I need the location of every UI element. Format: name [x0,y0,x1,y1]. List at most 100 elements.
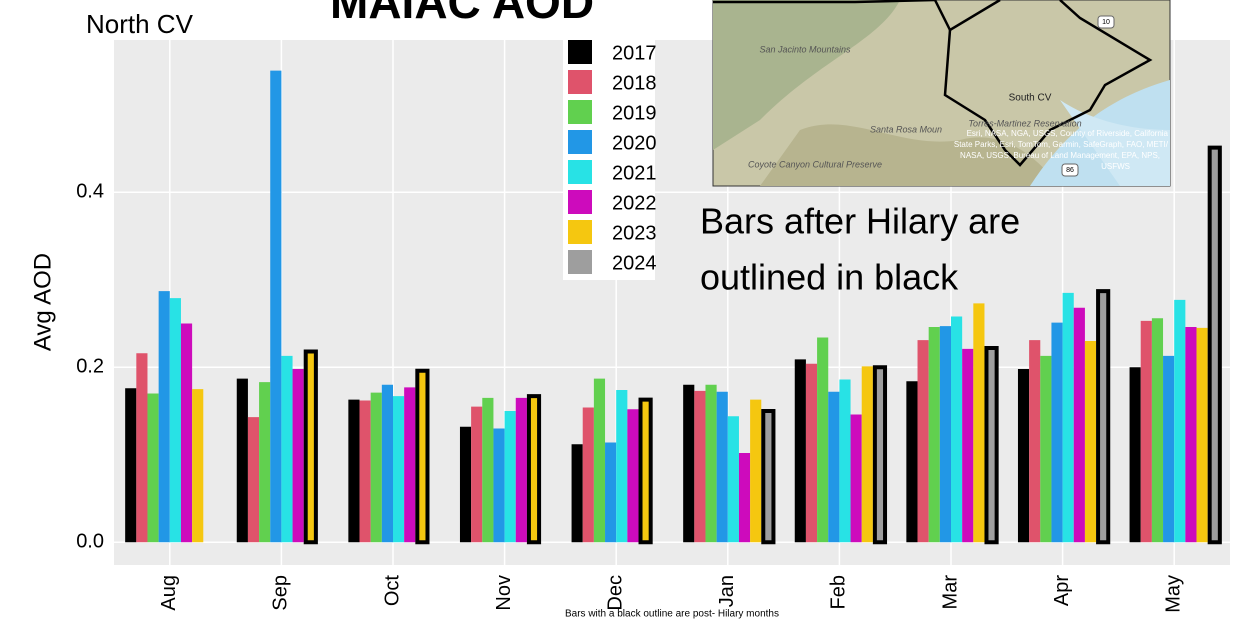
bar [303,349,318,545]
y-axis-label: Avg AOD [29,253,56,351]
map-label: Coyote Canyon Cultural Preserve [748,159,882,169]
bar [705,384,717,543]
map-label: 86 [1066,167,1074,174]
bar [1196,327,1208,543]
bar [872,365,888,545]
bar [571,444,583,543]
bar [638,397,653,545]
x-tick-label: Sep [270,575,292,611]
bar [727,416,739,543]
bar [716,391,728,543]
map-attribution: USFWS [1101,162,1130,171]
bar [1084,341,1097,543]
map-label: Torres-Martinez Reservation [968,118,1081,128]
bar [951,316,963,543]
bar [1017,369,1030,543]
bar [136,353,148,543]
legend-swatch [568,130,592,154]
chart-title: MAIAC AOD [330,0,594,28]
legend-label: 2021 [612,162,657,184]
bar [404,387,416,543]
bar [616,390,628,543]
bar [973,303,985,543]
bar [482,397,494,543]
map-attribution: State Parks, Esri, TomTom, Garmin, SafeG… [954,140,1169,149]
bar [247,417,260,543]
legend: 2017 2018 2019 2020 2021 2022 2023 2024 [568,40,657,274]
map-attribution: Esri, NASA, NGA, USGS, County of Riversi… [967,129,1169,138]
legend-label: 2019 [612,102,657,124]
bar [1029,340,1041,543]
map-shield [1061,163,1079,177]
legend-label: 2022 [612,192,657,214]
bar [459,426,472,543]
bar [292,369,304,543]
y-tick-label: 0.4 [76,181,104,203]
bar [906,381,918,543]
bar [605,442,617,543]
bar [1073,307,1085,543]
map-inset: San Jacinto Mountains South CV Torres-Ma… [712,0,1171,187]
bar [828,391,840,543]
legend-label: 2017 [612,42,657,64]
legend-label: 2024 [612,252,657,274]
bar [750,399,762,543]
x-tick-label: Oct [381,575,403,607]
bar [281,355,293,543]
bar [259,382,271,543]
bar [381,384,393,543]
x-tick-label: May [1162,575,1184,613]
bar [1207,145,1222,545]
x-tick-label: Apr [1051,575,1073,606]
map-terrain [760,124,1060,186]
bar [515,397,527,543]
bar [180,323,193,543]
x-tick-label: Dec [604,575,626,611]
bar [158,291,170,543]
bar [1151,318,1164,543]
bar [1129,367,1141,543]
bar [359,400,371,543]
map-attribution: NASA, USGS, Bureau of Land Management, E… [960,151,1160,160]
bar [861,366,873,543]
legend-swatch [568,250,592,274]
x-tick-label: Feb [828,575,850,609]
map-terrain [713,0,900,150]
bar [928,327,940,543]
bar [393,396,405,543]
bar [125,388,137,543]
map-label: South CV [1009,93,1052,104]
bar [761,409,776,545]
y-tick-label: 0.2 [76,356,104,378]
bar [348,399,360,543]
bar [270,70,282,543]
annotation: Bars after Hilary are [700,201,1020,242]
legend-label: 2020 [612,132,657,154]
bar [526,394,542,545]
bar [850,414,862,543]
bar [939,326,951,543]
bar [738,453,751,543]
bar [192,389,204,543]
bar [627,409,639,543]
bar [593,378,606,543]
map-boundary [943,0,1153,167]
legend-label: 2018 [612,72,657,94]
bar [1040,355,1052,543]
bar [471,406,483,543]
bar [1051,322,1063,543]
legend-swatch [568,160,592,184]
map-label: Santa Rosa Moun [870,124,942,134]
legend-swatch [568,40,592,64]
legend-swatch [568,70,592,94]
bar [794,359,806,543]
x-tick-label: Aug [158,575,180,611]
bar [1140,320,1152,543]
bar [415,368,430,545]
bar [984,346,999,545]
legend-swatch [568,190,592,214]
map-label: San Jacinto Mountains [759,44,851,54]
annotation: outlined in black [700,257,959,298]
bar [962,348,974,543]
